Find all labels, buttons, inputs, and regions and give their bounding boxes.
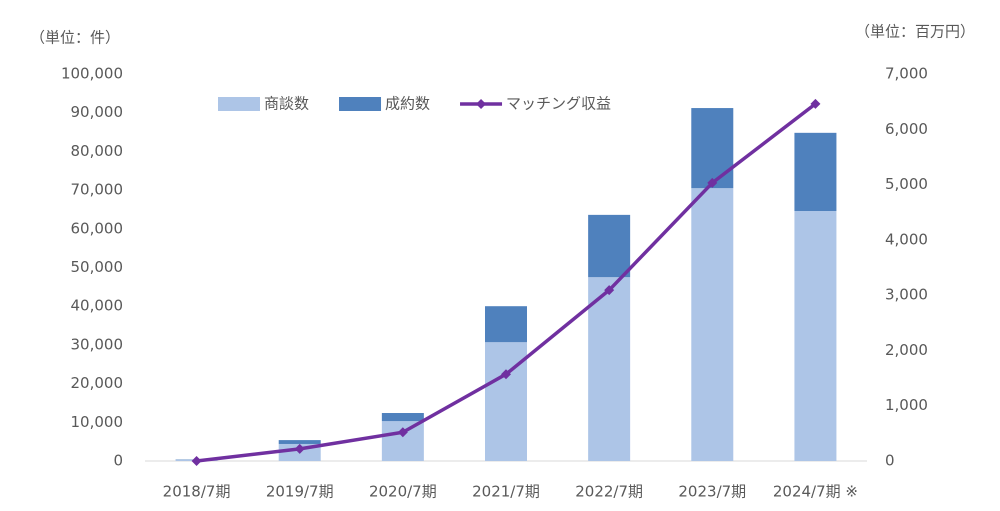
x-tick-label: 2024/7期 ※ bbox=[773, 483, 858, 501]
marker bbox=[294, 443, 305, 454]
bar bbox=[381, 421, 424, 461]
marker bbox=[810, 98, 821, 109]
legend-label: 成約数 bbox=[385, 95, 430, 113]
y2-tick-label: 0 bbox=[885, 452, 895, 470]
y-tick-label: 30,000 bbox=[71, 335, 124, 353]
y-tick-label: 0 bbox=[113, 452, 123, 470]
x-tick-label: 2021/7期 bbox=[472, 483, 540, 501]
y2-tick-label: 6,000 bbox=[885, 120, 928, 138]
y-tick-label: 90,000 bbox=[71, 103, 124, 121]
marker bbox=[397, 427, 408, 438]
legend-label: 商談数 bbox=[264, 95, 309, 113]
legend-swatch bbox=[339, 97, 382, 111]
bar bbox=[278, 440, 321, 444]
y-tick-label: 80,000 bbox=[71, 142, 124, 160]
marker bbox=[501, 369, 511, 380]
marker bbox=[707, 177, 718, 188]
y2-tick-label: 1,000 bbox=[885, 396, 928, 414]
y-tick-label: 70,000 bbox=[71, 181, 124, 199]
right-unit: （単位：百万円） bbox=[855, 23, 975, 41]
legend-marker bbox=[476, 99, 487, 109]
y2-tick-label: 2,000 bbox=[885, 341, 928, 359]
y2-tick-label: 7,000 bbox=[885, 65, 928, 83]
bar bbox=[691, 108, 734, 189]
bar bbox=[794, 210, 837, 461]
bar bbox=[381, 413, 424, 422]
marker bbox=[191, 456, 202, 466]
bar bbox=[794, 132, 837, 211]
legend-label: マッチング収益 bbox=[506, 95, 611, 113]
y2-tick-label: 5,000 bbox=[885, 175, 928, 193]
bar bbox=[588, 277, 631, 461]
x-tick-label: 2023/7期 bbox=[678, 483, 746, 501]
legend-swatch bbox=[218, 97, 260, 111]
y-tick-label: 20,000 bbox=[71, 374, 124, 392]
y-tick-label: 100,000 bbox=[61, 65, 123, 83]
x-tick-label: 2018/7期 bbox=[163, 483, 231, 501]
bar bbox=[588, 214, 631, 278]
y-tick-label: 10,000 bbox=[71, 413, 124, 431]
marker bbox=[604, 285, 615, 296]
y-tick-label: 50,000 bbox=[71, 258, 124, 276]
bar bbox=[485, 306, 527, 343]
y2-tick-label: 3,000 bbox=[885, 286, 928, 304]
left-unit: （単位：件） bbox=[30, 29, 120, 47]
bar bbox=[691, 188, 734, 462]
y-tick-label: 60,000 bbox=[71, 219, 124, 237]
x-tick-label: 2019/7期 bbox=[266, 483, 334, 501]
x-tick-label: 2022/7期 bbox=[575, 483, 643, 501]
x-tick-label: 2020/7期 bbox=[369, 483, 437, 501]
y2-tick-label: 4,000 bbox=[885, 230, 928, 248]
y-tick-label: 40,000 bbox=[71, 297, 124, 315]
